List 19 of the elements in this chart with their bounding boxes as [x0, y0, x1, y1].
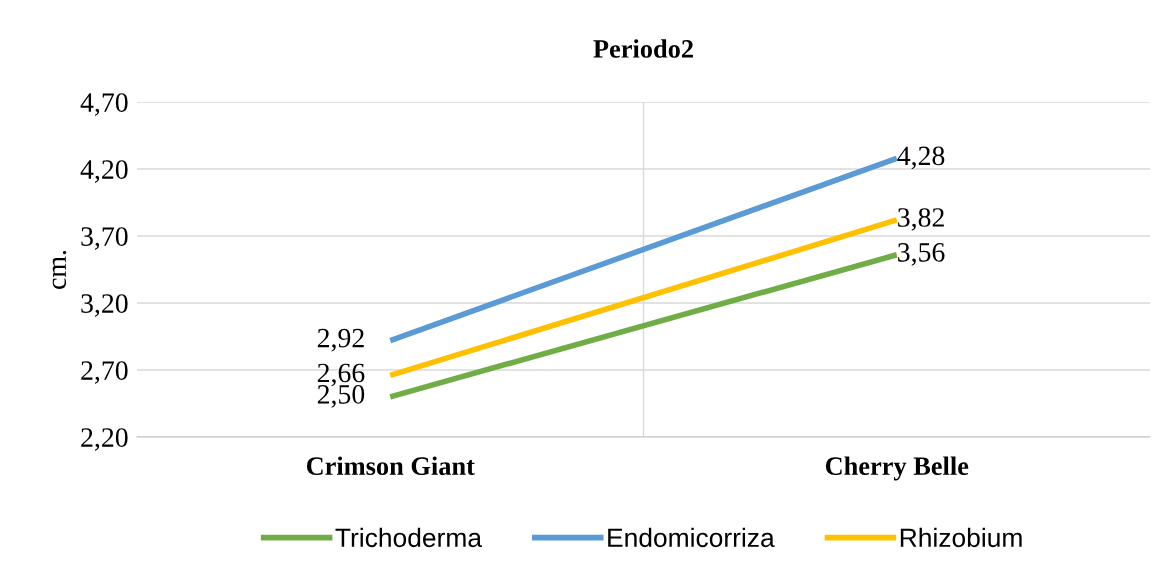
- data-label: 2,50: [317, 385, 365, 408]
- legend-label: Rhizobium: [900, 527, 1022, 548]
- y-tick-label: 3,20: [81, 294, 128, 317]
- data-label: 3,82: [898, 208, 944, 231]
- chart-title: Periodo2: [593, 39, 693, 58]
- legend-label: Endomicorriza: [608, 527, 775, 548]
- data-label: 3,56: [898, 243, 945, 266]
- data-label: 2,92: [317, 328, 364, 352]
- data-label: 4,28: [897, 146, 945, 170]
- data-label: 2,66: [317, 363, 365, 387]
- y-axis-title: cm.: [52, 250, 67, 289]
- x-tick-label: Cherry Belle: [825, 456, 969, 481]
- legend-label: Trichoderma: [335, 527, 483, 548]
- y-tick-label: 2,20: [81, 428, 128, 451]
- y-tick-label: 4,70: [80, 93, 128, 116]
- y-tick-label: 2,70: [81, 361, 128, 384]
- x-tick-label: Crimson Giant: [306, 456, 475, 476]
- y-tick-label: 4,20: [80, 160, 128, 183]
- y-tick-label: 3,70: [81, 227, 128, 250]
